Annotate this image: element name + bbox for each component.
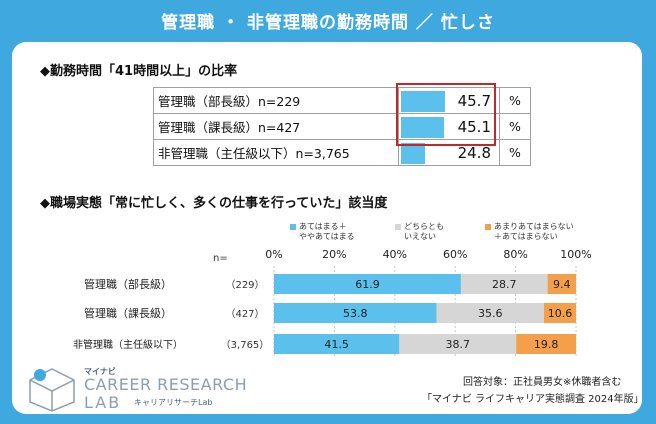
data-label: 38.7 [446, 338, 471, 351]
ratio-bar-cell: 45.7 [398, 87, 500, 114]
tick-label: 80% [503, 248, 527, 261]
data-label: 53.8 [343, 307, 368, 320]
bar-segment [460, 274, 548, 294]
tick-label: 0% [265, 248, 282, 261]
tick-label: 60% [443, 248, 467, 261]
bar-segment [543, 303, 576, 323]
data-label: 9.4 [553, 278, 571, 291]
ratio-value: 45.1 [457, 118, 491, 136]
legend-item: どちらとも いえない [395, 222, 444, 242]
row-label: 管理職（課長級）n=427 [153, 113, 399, 140]
category-label: 管理職（課長級） [84, 306, 172, 320]
footnote-source: 「マイナビ ライフキャリア実態調査 2024年版」 [422, 394, 644, 405]
tick-label: 20% [322, 248, 346, 261]
bar-segment [274, 334, 400, 354]
page-title: 管理職 ・ 非管理職の勤務時間 ／ 忙しさ [161, 12, 495, 33]
n-value-label: （427） [225, 308, 264, 320]
n-label: n= [213, 253, 228, 264]
legend-swatch [485, 224, 491, 230]
legend-label: いえない [404, 232, 436, 241]
bar-segment [436, 303, 544, 323]
logo-text-career-research: CAREER RESEARCH [84, 375, 248, 394]
section2-title: ◆職場実態「常に忙しく、多くの仕事を行っていた」該当度 [40, 196, 388, 211]
data-label: 10.6 [548, 307, 573, 320]
n-value-label: （229） [225, 279, 264, 291]
bar-segment [516, 334, 576, 354]
bar-segment [274, 303, 437, 323]
legend-label: ＋あてはまらない [494, 232, 558, 241]
data-label: 28.7 [492, 278, 517, 291]
legend-label: ややあてはまる [299, 232, 355, 241]
data-label: 35.6 [478, 307, 503, 320]
legend-swatch [395, 224, 401, 230]
ratio-bar-cell: 45.1 [398, 113, 500, 140]
tick-label: 40% [383, 248, 407, 261]
row-label: 管理職（部長級）n=229 [153, 87, 399, 114]
logo-text-lab: LAB [84, 393, 122, 412]
ratio-bar [401, 117, 445, 138]
category-label: 非管理職（主任級以下） [73, 338, 183, 351]
ratio-table: 管理職（部長級）n=229 45.7 % 管理職（課長級）n=427 45.1 … [153, 87, 531, 166]
legend-label: あまりあてはまらない [494, 222, 574, 231]
bar-segment [547, 274, 576, 294]
section1-title: ◆勤務時間「41時間以上」の比率 [40, 64, 238, 79]
data-label: 61.9 [355, 278, 380, 291]
n-value-label: （3,765） [221, 339, 270, 351]
tick-label: 100% [560, 248, 591, 261]
unit-label: % [499, 139, 531, 166]
category-label: 管理職（部長級） [84, 277, 172, 291]
table-row: 管理職（課長級）n=427 45.1 % [153, 113, 531, 140]
highlight-box [396, 83, 496, 146]
legend-label: あてはまる＋ [299, 222, 347, 231]
logo-brand: マイナビ [84, 367, 116, 376]
data-label: 19.8 [534, 338, 559, 351]
legend-item: あまりあてはまらない ＋あてはまらない [485, 222, 574, 242]
ratio-bar [401, 143, 425, 164]
bar-segment [399, 334, 517, 354]
bar-segment [274, 274, 461, 294]
ratio-bar-cell: 24.8 [398, 139, 500, 166]
footnote-target: 回答対象：正社員男女※休職者含む [463, 377, 622, 388]
logo-text-lab-jp: キャリアリサーチLab [134, 398, 213, 407]
data-label: 41.5 [324, 338, 349, 351]
table-row: 非管理職（主任級以下）n=3,765 24.8 % [153, 139, 531, 166]
ratio-value: 45.7 [457, 92, 491, 110]
logo-cube-icon [29, 368, 75, 412]
unit-label: % [499, 87, 531, 114]
legend-item: あてはまる＋ ややあてはまる [290, 222, 355, 242]
ratio-bar [401, 91, 445, 112]
legend-swatch [290, 224, 296, 230]
legend-label: どちらとも [404, 222, 444, 231]
table-row: 管理職（部長級）n=229 45.7 % [153, 87, 531, 114]
row-label: 非管理職（主任級以下）n=3,765 [153, 139, 399, 166]
ratio-value: 24.8 [457, 144, 491, 162]
